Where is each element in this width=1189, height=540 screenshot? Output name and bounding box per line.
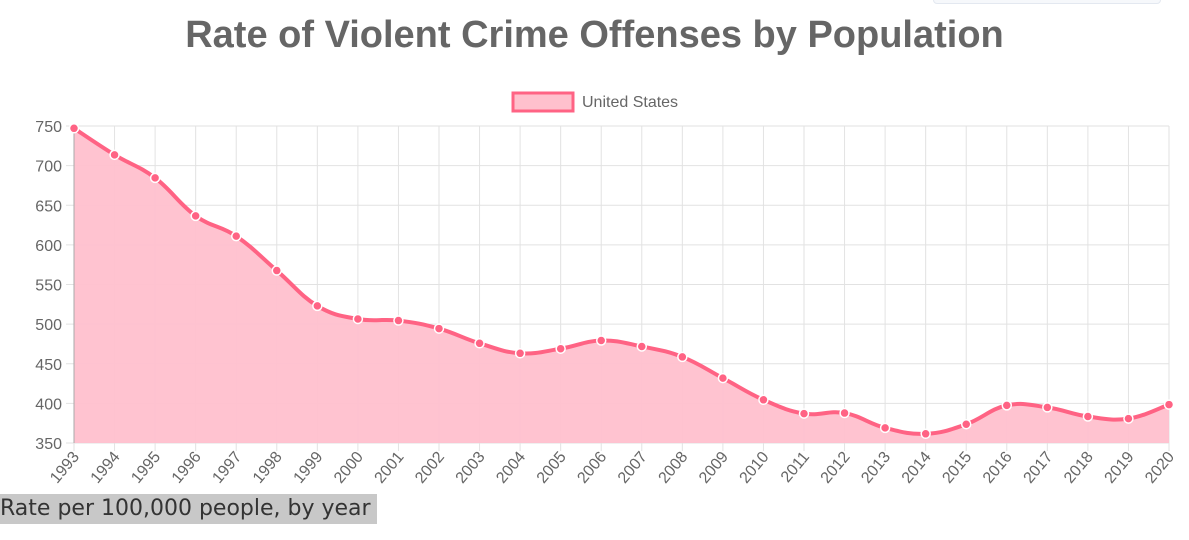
y-tick-label: 750 xyxy=(35,119,62,136)
x-tick-label: 2012 xyxy=(818,449,854,487)
x-tick-label: 2019 xyxy=(1102,449,1138,487)
x-tick-label: 2009 xyxy=(696,449,732,487)
x-tick-label: 1999 xyxy=(290,449,326,487)
y-tick-label: 450 xyxy=(35,357,62,374)
x-tick-label: 1997 xyxy=(209,449,245,487)
x-tick-label: 2006 xyxy=(574,449,610,487)
x-tick-label: 1993 xyxy=(47,449,83,487)
y-tick-label: 400 xyxy=(35,396,62,413)
x-tick-label: 2002 xyxy=(412,449,448,487)
x-tick-label: 2000 xyxy=(331,449,367,487)
x-tick-label: 2011 xyxy=(778,449,813,486)
x-tick-label: 2007 xyxy=(615,449,651,487)
x-tick-label: 2013 xyxy=(858,449,894,487)
x-tick-label: 2016 xyxy=(980,449,1016,487)
x-tick-label: 1998 xyxy=(250,449,286,487)
data-point xyxy=(920,428,931,440)
x-tick-label: 2003 xyxy=(453,449,489,487)
data-point xyxy=(798,408,810,419)
data-point xyxy=(1123,413,1134,424)
data-point xyxy=(433,323,445,334)
x-tick-label: 2017 xyxy=(1020,449,1056,487)
data-point xyxy=(1082,411,1094,422)
x-tick-label: 1996 xyxy=(169,449,205,487)
y-tick-label: 600 xyxy=(35,238,62,255)
data-point xyxy=(149,172,161,184)
series-line xyxy=(72,126,1170,436)
data-point xyxy=(68,123,80,134)
x-tick-label: 2010 xyxy=(737,449,773,487)
data-point xyxy=(474,338,485,349)
data-point xyxy=(636,341,648,352)
y-tick-label: 500 xyxy=(35,317,62,334)
x-tick-label: 2001 xyxy=(372,449,408,487)
legend-label: United States xyxy=(582,94,678,111)
data-point xyxy=(758,394,769,406)
x-tick-label: 2018 xyxy=(1061,449,1097,487)
data-point xyxy=(393,315,404,326)
data-point xyxy=(352,313,364,325)
x-tick-label: 2015 xyxy=(939,449,975,487)
x-tick-label: 1994 xyxy=(88,449,124,487)
data-point xyxy=(677,351,688,363)
data-point xyxy=(1163,399,1175,410)
y-tick-label: 550 xyxy=(35,278,62,295)
data-point xyxy=(312,300,323,312)
data-point xyxy=(839,407,850,419)
data-point xyxy=(960,418,972,430)
data-point xyxy=(555,343,566,354)
x-tick-label: 2008 xyxy=(655,449,691,487)
data-point xyxy=(717,372,729,384)
x-tick-label: 2020 xyxy=(1142,449,1178,487)
x-tick-label: 2014 xyxy=(899,449,935,487)
data-point xyxy=(879,422,891,434)
y-tick-label: 650 xyxy=(35,198,62,215)
data-point xyxy=(1001,400,1013,411)
data-point xyxy=(271,265,283,276)
y-tick-label: 350 xyxy=(35,436,62,453)
data-point xyxy=(514,348,526,359)
data-point xyxy=(109,149,120,161)
chart-title: Rate of Violent Crime Offenses by Popula… xyxy=(185,14,1004,56)
area-fill xyxy=(74,128,1169,443)
x-tick-label: 2004 xyxy=(493,449,529,487)
legend-swatch xyxy=(511,91,575,113)
chart-caption: Rate per 100,000 people, by year xyxy=(0,494,377,524)
data-point xyxy=(230,230,242,242)
y-tick-label: 700 xyxy=(35,159,62,176)
x-tick-label: 1995 xyxy=(128,449,164,487)
data-point xyxy=(1042,402,1053,413)
data-point xyxy=(190,210,201,222)
x-tick-label: 2005 xyxy=(534,449,570,487)
data-point xyxy=(595,335,607,346)
